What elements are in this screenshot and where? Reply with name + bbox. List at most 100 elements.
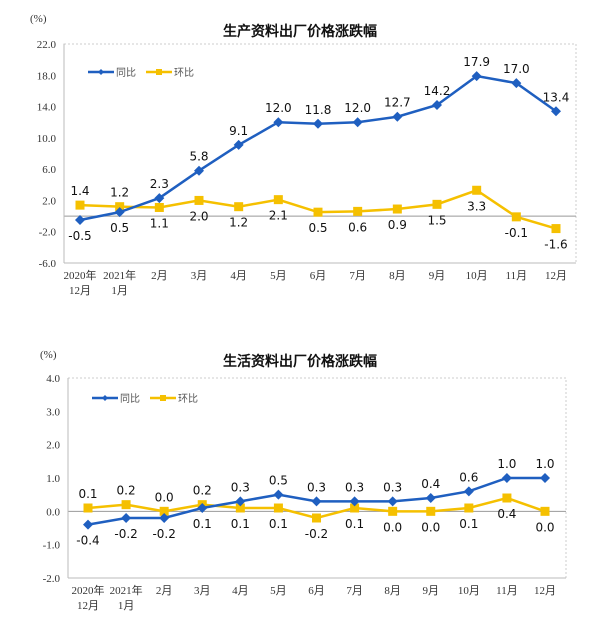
data-label-mom: 0.1 — [345, 517, 364, 531]
legend-label-mom: 环比 — [174, 67, 194, 79]
data-label-mom: -0.1 — [505, 226, 528, 240]
legend-label-mom: 环比 — [178, 393, 198, 405]
y-tick-label: 6.0 — [42, 164, 56, 176]
data-point-yoy — [511, 78, 522, 89]
data-point-mom — [388, 506, 398, 516]
data-label-mom: 0.6 — [348, 220, 367, 234]
x-tick-label: 2月 — [156, 585, 173, 597]
data-label-mom: 2.1 — [269, 209, 288, 223]
data-point-yoy — [551, 106, 561, 117]
data-label-yoy: -0.2 — [114, 527, 137, 541]
x-tick-label: 5月 — [270, 585, 287, 597]
y-tick-label: 2.0 — [46, 440, 60, 452]
data-point-mom — [75, 200, 85, 210]
data-label-mom: 0.1 — [78, 487, 97, 501]
data-point-yoy — [233, 139, 244, 150]
x-tick-label: 2020年 12月 — [72, 583, 105, 612]
data-point-mom — [464, 503, 474, 513]
x-tick-label: 9月 — [423, 585, 440, 597]
data-label-yoy: 12.0 — [265, 101, 292, 115]
data-point-mom — [350, 503, 360, 513]
data-point-mom — [154, 202, 164, 212]
data-point-mom — [511, 212, 521, 222]
data-point-yoy — [313, 118, 323, 129]
x-tick-label: 8月 — [384, 585, 401, 597]
data-point-yoy — [197, 503, 208, 513]
x-tick-label: 5月 — [270, 270, 287, 282]
data-point-yoy — [114, 207, 125, 218]
x-tick-label: 2021年 1月 — [110, 583, 143, 612]
data-point-yoy — [235, 496, 246, 507]
data-label-yoy: 0.3 — [383, 480, 402, 494]
data-point-mom — [540, 506, 550, 516]
y-tick-label: 3.0 — [46, 406, 60, 418]
y-tick-label: 1.0 — [46, 473, 60, 485]
x-tick-label: 4月 — [230, 270, 247, 282]
data-label-yoy: 11.8 — [305, 103, 332, 117]
x-tick-label: 7月 — [346, 585, 363, 597]
data-label-mom: 0.0 — [535, 520, 554, 534]
data-point-mom — [273, 195, 283, 205]
legend-marker-mom — [160, 395, 166, 401]
data-point-mom — [194, 195, 204, 205]
legend-label-yoy: 同比 — [120, 393, 140, 405]
data-label-yoy: 0.5 — [269, 474, 288, 488]
y-tick-label: 4.0 — [46, 373, 60, 385]
data-point-yoy — [273, 117, 284, 128]
legend-marker-yoy — [98, 69, 104, 75]
data-point-yoy — [540, 473, 550, 483]
data-point-mom — [159, 506, 169, 516]
y-tick-label: 18.0 — [37, 70, 57, 82]
x-tick-label: 2021年 1月 — [103, 268, 136, 297]
data-label-yoy: 5.8 — [189, 150, 208, 164]
data-point-yoy — [83, 519, 93, 530]
data-point-yoy — [349, 496, 360, 507]
data-point-mom — [353, 206, 363, 216]
data-label-mom: 0.0 — [383, 520, 402, 534]
data-label-mom: 0.9 — [388, 218, 407, 232]
data-point-mom — [432, 199, 442, 209]
data-point-yoy — [392, 111, 403, 122]
chart-production-materials: 生产资料出厂价格涨跌幅 (%) 22.0 18.0 14.0 10.0 6.0 2.0 -2.0… — [30, 13, 577, 297]
data-label-yoy: 0.6 — [459, 470, 478, 484]
data-point-yoy — [471, 71, 482, 82]
x-tick-label: 2月 — [151, 270, 168, 282]
x-tick-label: 8月 — [389, 270, 406, 282]
x-tick-label: 10月 — [458, 585, 480, 597]
chart-consumer-goods: 生活资料出厂价格涨跌幅 (%) 4.0 3.0 2.0 1.0 0.0 -1.0 -2.0 202… — [40, 349, 567, 612]
data-point-mom — [312, 513, 321, 523]
x-tick-label: 11月 — [496, 585, 518, 597]
data-label-mom: 1.2 — [229, 216, 248, 230]
x-tick-label: 6月 — [310, 270, 327, 282]
data-label-yoy: 2.3 — [150, 177, 169, 191]
legend-marker-yoy — [102, 395, 108, 401]
x-tick-label: 4月 — [232, 585, 249, 597]
data-label-mom: -0.2 — [305, 527, 328, 541]
data-point-yoy — [121, 513, 132, 523]
data-label-yoy: 0.3 — [307, 480, 326, 494]
legend-marker-mom — [156, 69, 162, 75]
data-label-mom: 1.1 — [150, 216, 169, 230]
data-point-mom — [234, 202, 244, 212]
data-point-mom — [392, 204, 402, 214]
data-label-yoy: 13.4 — [543, 90, 570, 104]
data-point-yoy — [425, 493, 436, 503]
y-tick-label: -2.0 — [39, 227, 57, 239]
data-label-mom: 0.0 — [155, 490, 174, 504]
x-tick-label: 2020年 12月 — [64, 268, 97, 297]
data-label-mom: 3.3 — [467, 199, 486, 213]
y-axis-unit: (%) — [40, 349, 57, 361]
data-label-yoy: 0.4 — [421, 477, 440, 491]
chart-title: 生产资料出厂价格涨跌幅 — [223, 23, 377, 40]
data-point-yoy — [75, 214, 85, 225]
y-axis-unit: (%) — [30, 13, 47, 25]
plot-area — [67, 377, 567, 579]
data-label-yoy: -0.4 — [76, 534, 99, 548]
data-point-yoy — [463, 486, 474, 497]
y-tick-label: 0.0 — [46, 506, 60, 518]
data-label-mom: 1.5 — [427, 213, 446, 227]
data-label-mom: 0.2 — [193, 484, 212, 498]
data-point-yoy — [273, 489, 284, 500]
y-tick-label: -2.0 — [43, 573, 61, 585]
